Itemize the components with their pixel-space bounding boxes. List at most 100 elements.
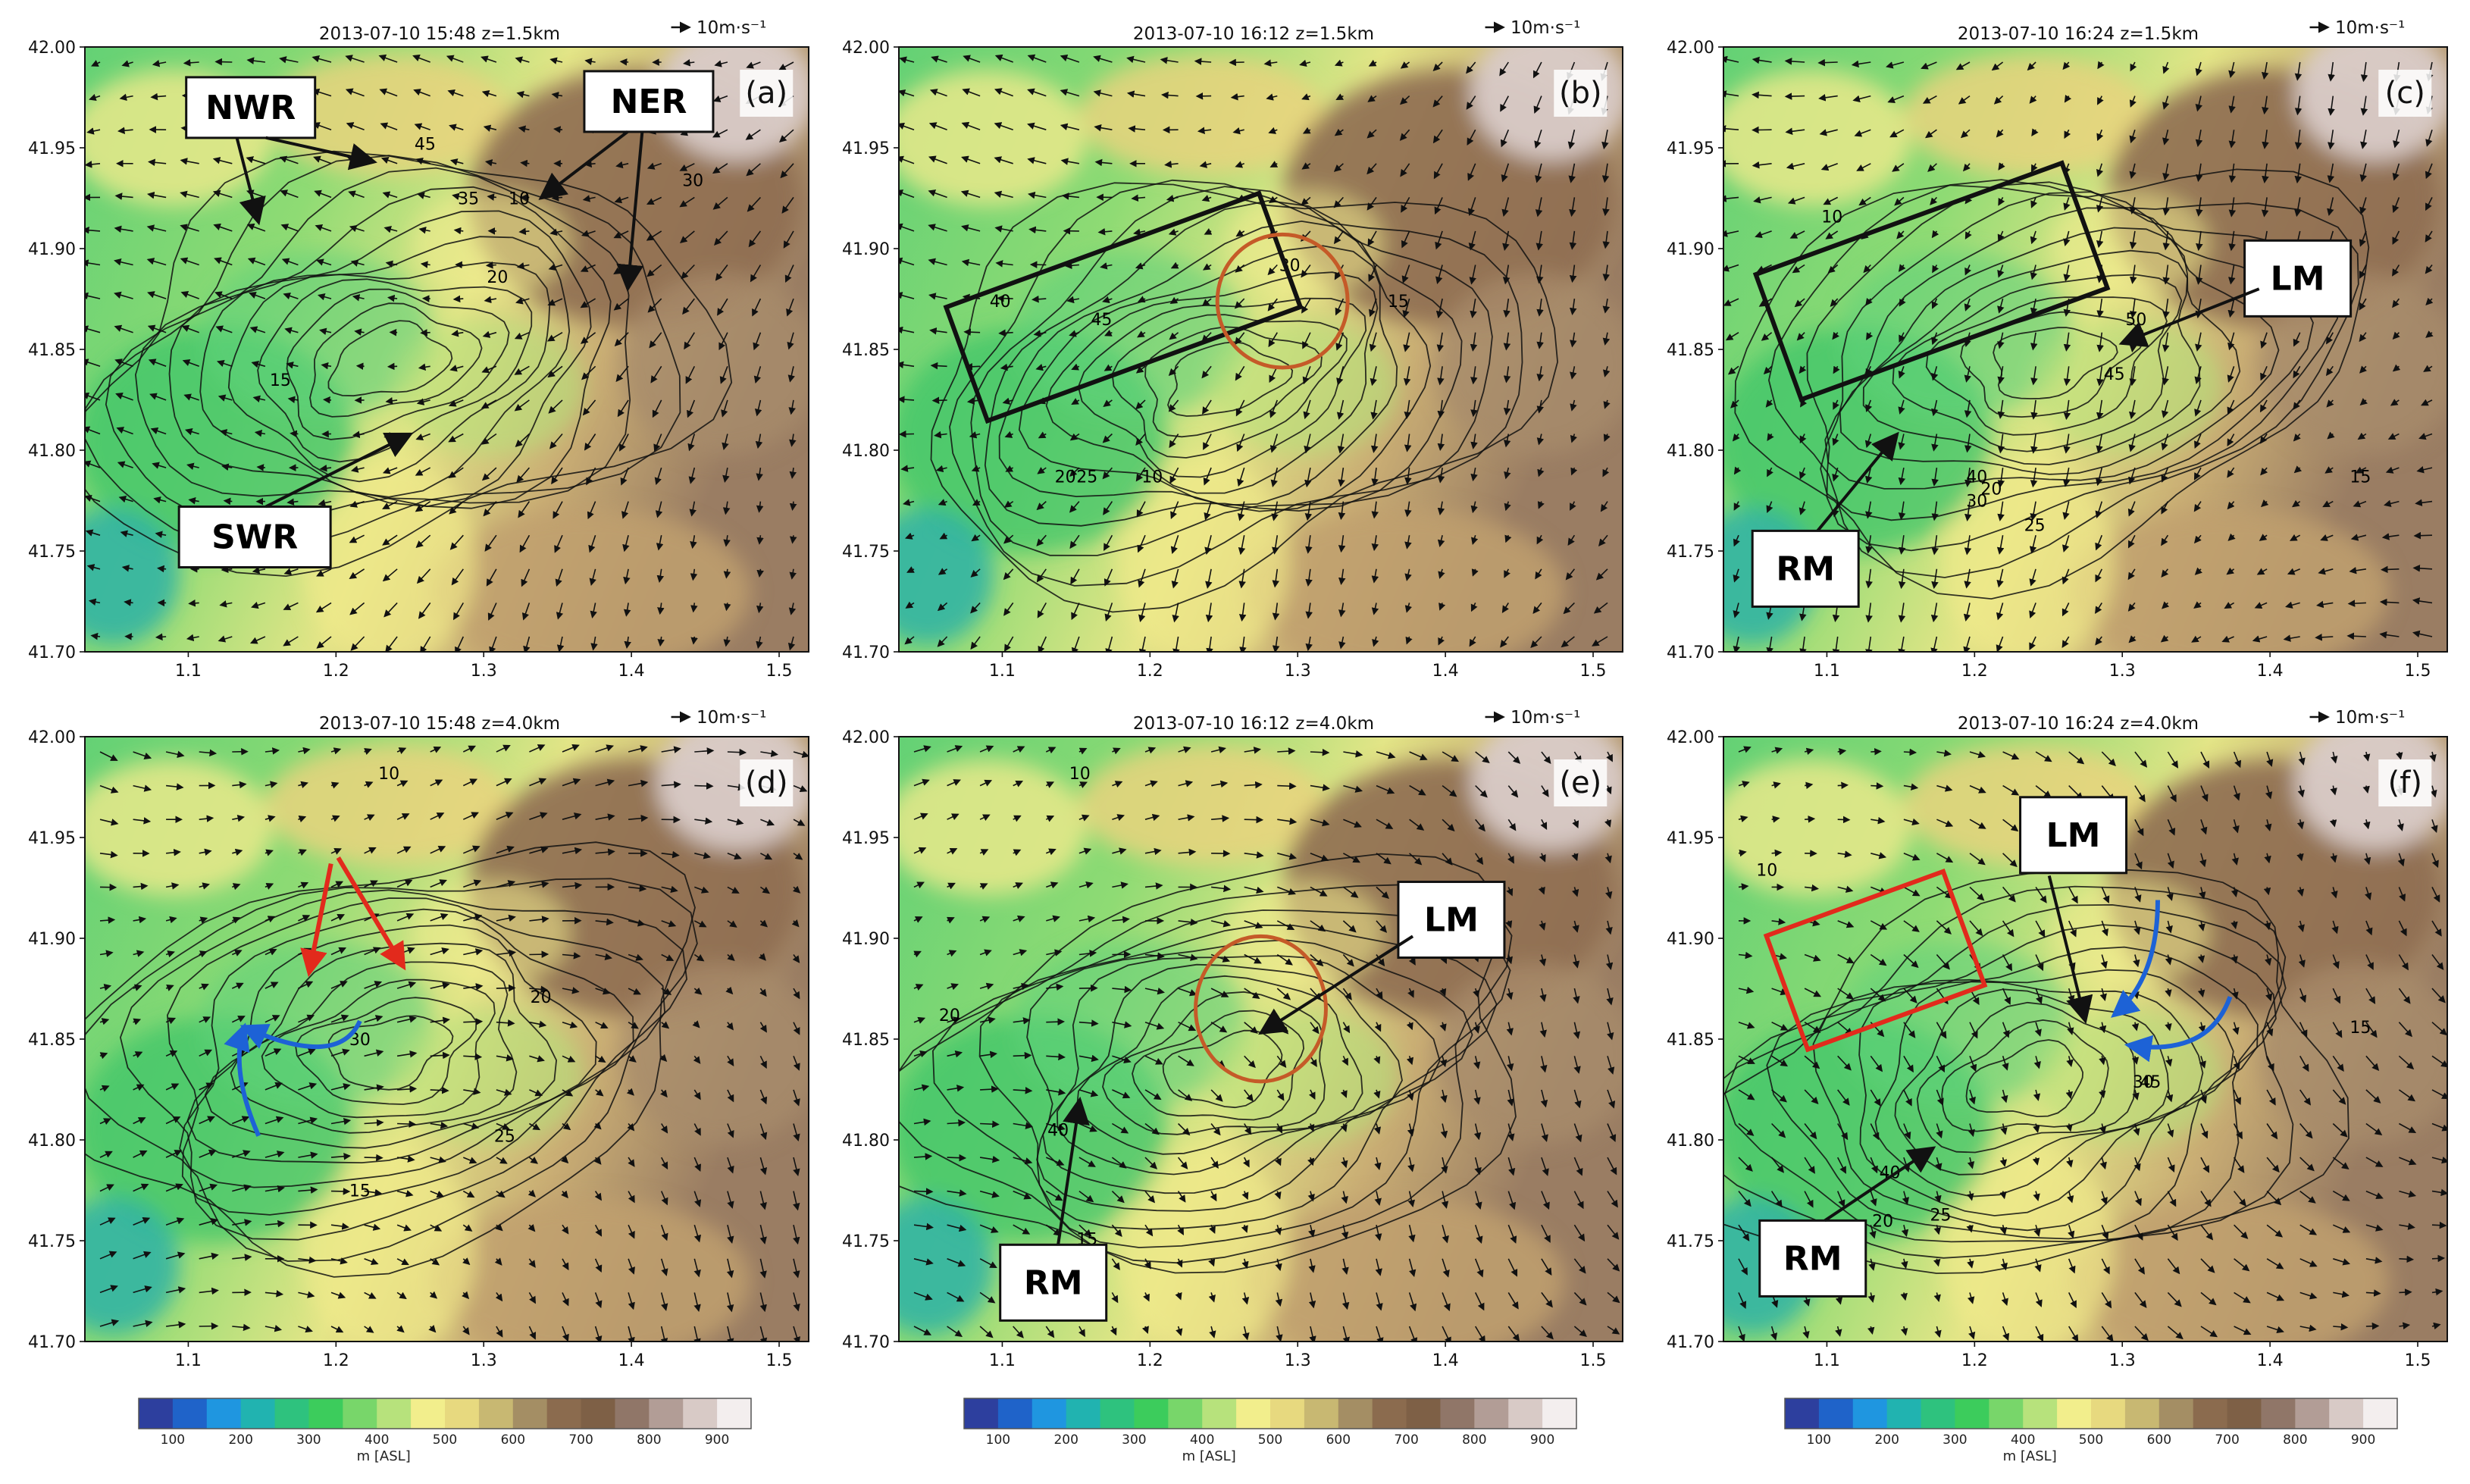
wind-vector	[582, 195, 596, 202]
reflectivity-contour	[257, 278, 533, 463]
wind-vector	[1204, 228, 1213, 235]
wind-vector	[1104, 329, 1113, 337]
y-tick-label: 41.85	[1667, 1031, 1714, 1050]
wind-vector	[256, 464, 265, 471]
wind-vector	[931, 396, 947, 405]
label-lm: LM	[1424, 901, 1479, 940]
x-tick-label: 1.1	[175, 1351, 202, 1370]
wind-vector	[148, 358, 167, 368]
wind-vector	[547, 365, 563, 378]
colorbar-tick: 100	[986, 1432, 1010, 1448]
wind-vector	[1602, 265, 1611, 282]
wind-vector	[931, 55, 947, 63]
colorbar-tick: 400	[365, 1432, 389, 1448]
wind-vector	[712, 129, 728, 138]
x-tick-label: 1.2	[1961, 662, 1988, 681]
wind-vector	[452, 602, 464, 621]
y-tick-label: 42.00	[28, 39, 76, 58]
wind-vector	[1201, 298, 1212, 307]
wind-vector	[1502, 265, 1510, 285]
wind-vector	[1194, 58, 1212, 65]
wind-vector	[646, 196, 662, 205]
contour-label: 15	[2349, 468, 2371, 487]
wind-vector	[212, 157, 233, 164]
wind-vector	[313, 155, 332, 164]
wind-vector	[348, 190, 365, 199]
colorbar-tick: 700	[568, 1432, 593, 1448]
wind-vector	[481, 89, 497, 98]
wind-vector	[997, 294, 1013, 302]
y-tick-label: 41.95	[842, 829, 890, 848]
y-tick-label: 41.70	[1667, 1333, 1714, 1352]
wind-vector	[330, 1188, 351, 1195]
wind-vector	[449, 365, 464, 372]
wind-vector	[114, 193, 133, 200]
wind-vector	[547, 298, 563, 306]
wind-vector	[754, 399, 762, 417]
wind-vector	[1230, 92, 1244, 101]
wind-vector	[1470, 332, 1478, 352]
wind-vector	[549, 433, 563, 449]
wind-vector	[1403, 366, 1411, 387]
wind-vector	[786, 298, 794, 317]
wind-vector	[364, 1154, 383, 1162]
colorbar-swatch	[1852, 1398, 1888, 1429]
wind-vector	[516, 91, 530, 99]
wind-vector	[778, 61, 794, 70]
wind-vector	[124, 599, 133, 606]
wind-vector	[2431, 1254, 2446, 1263]
y-tick-label: 41.75	[1667, 1232, 1714, 1251]
label-nwr: NWR	[205, 89, 296, 127]
y-tick-label: 42.00	[842, 39, 890, 58]
wind-vector	[1903, 748, 1917, 756]
wind-vector	[319, 327, 332, 335]
wind-vector	[1536, 366, 1544, 382]
y-tick-label: 41.95	[1667, 139, 1714, 158]
colorbar-swatch	[964, 1398, 999, 1429]
wind-vector	[1131, 194, 1146, 202]
wind-vector	[86, 127, 101, 135]
wind-vector	[1268, 127, 1278, 134]
wind-vector	[1837, 781, 1849, 790]
wind-vector	[316, 568, 332, 577]
panel-label: (b)	[1559, 76, 1602, 111]
wind-vector	[1837, 816, 1851, 824]
wind-vector	[180, 190, 199, 199]
wind-vector	[283, 568, 299, 575]
wind-vector	[1027, 88, 1047, 97]
wind-vector	[1137, 330, 1146, 338]
colorbar-swatch	[1785, 1398, 1820, 1429]
panel-b: 2013-07-10 16:12 z=1.5km 10m·s⁻¹ (b) 1.1 1.2…	[842, 18, 1623, 681]
x-tick-label: 1.3	[1285, 662, 1311, 681]
wind-vector	[1027, 157, 1047, 164]
wind-vector	[554, 534, 563, 553]
wind-vector	[218, 394, 233, 402]
contour-label: 30	[682, 172, 703, 191]
colorbar-swatch	[2023, 1398, 2058, 1429]
reference-vector-label: 10m·s⁻¹	[1510, 18, 1580, 38]
wind-vector	[380, 156, 398, 164]
wind-vector	[518, 227, 530, 236]
wind-vector	[180, 291, 199, 299]
wind-vector	[2399, 1288, 2412, 1296]
wind-vector	[1601, 163, 1610, 183]
colorbar-tick: 700	[1394, 1432, 1418, 1448]
y-tick-label: 41.75	[842, 543, 890, 562]
colorbar-swatch	[2329, 1398, 2364, 1429]
wind-vector	[349, 224, 365, 233]
wind-vector	[1401, 197, 1410, 213]
wind-vector	[1536, 298, 1544, 317]
wind-vector	[1602, 230, 1610, 249]
y-tick-label: 42.00	[1667, 39, 1714, 58]
wind-vector	[961, 258, 981, 267]
wind-vector	[679, 230, 695, 244]
wind-vector	[624, 636, 631, 649]
wind-vector	[286, 498, 299, 506]
colorbar-swatch	[1202, 1398, 1237, 1429]
wind-vector	[899, 430, 915, 438]
colorbar-swatch	[2363, 1398, 2398, 1429]
reflectivity-contour	[85, 150, 733, 578]
wind-vector	[748, 230, 762, 248]
colorbar-swatch	[1406, 1398, 1442, 1429]
wind-vector	[899, 89, 915, 97]
